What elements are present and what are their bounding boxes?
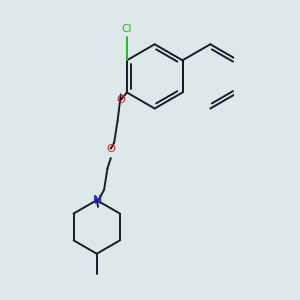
Text: O: O [116,95,125,105]
Text: O: O [106,144,115,154]
Text: Cl: Cl [122,24,132,34]
Text: N: N [94,196,102,206]
Text: N: N [93,195,101,205]
